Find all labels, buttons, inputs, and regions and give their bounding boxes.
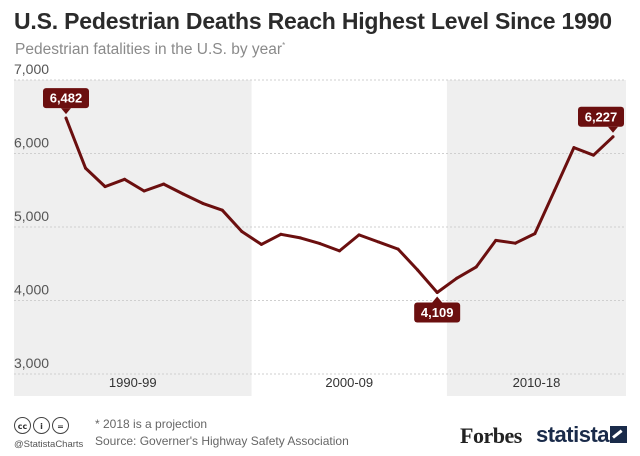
annotation-label-1990: 6,482 — [50, 91, 83, 106]
decade-label-2010-18: 2010-18 — [513, 375, 561, 390]
data-point-2007 — [397, 248, 400, 251]
annotation-label-2018: 6,227 — [585, 109, 618, 124]
data-point-1999 — [240, 230, 243, 233]
decade-band-2010-18 — [447, 80, 626, 396]
y-tick-label-4000: 4,000 — [14, 281, 49, 297]
data-point-2002 — [299, 236, 302, 239]
data-point-1995 — [162, 183, 165, 186]
data-point-1998 — [221, 209, 224, 212]
decade-label-2000-09: 2000-09 — [325, 375, 373, 390]
data-point-2013 — [514, 242, 517, 245]
projection-note: * 2018 is a projection — [95, 417, 207, 431]
decade-band-1990-99 — [14, 80, 252, 396]
annotation-pointer-2009 — [432, 296, 442, 302]
data-point-2018 — [612, 135, 615, 138]
data-point-1997 — [201, 202, 204, 205]
line-chart: 1990-99 2000-09 2010-18 3,000 4,000 5,000 6,00… — [0, 0, 640, 408]
creative-commons-icon[interactable]: cc — [14, 417, 31, 434]
data-point-2011 — [475, 265, 478, 268]
y-tick-label-7000: 7,000 — [14, 61, 49, 77]
forbes-logo[interactable]: Forbes — [460, 423, 522, 449]
data-point-1996 — [182, 192, 185, 195]
data-point-2001 — [279, 233, 282, 236]
data-point-1994 — [143, 190, 146, 193]
data-point-2014 — [533, 232, 536, 235]
data-point-2000 — [260, 243, 263, 246]
annotation-label-2009: 4,109 — [421, 305, 454, 320]
data-point-2017 — [592, 154, 595, 157]
y-tick-label-5000: 5,000 — [14, 208, 49, 224]
data-point-2009 — [436, 291, 439, 294]
statista-logo[interactable]: statista — [536, 422, 609, 448]
data-point-2010 — [455, 277, 458, 280]
no-derivatives-icon[interactable]: = — [52, 417, 69, 434]
data-point-2003 — [318, 242, 321, 245]
source-note: Source: Governer's Highway Safety Associ… — [95, 434, 349, 448]
data-point-1990 — [65, 117, 68, 120]
attribution-icon[interactable]: i — [33, 417, 50, 434]
data-point-2015 — [553, 189, 556, 192]
data-point-2005 — [358, 233, 361, 236]
data-point-2016 — [572, 146, 575, 149]
y-tick-label-3000: 3,000 — [14, 355, 49, 371]
data-point-2012 — [494, 239, 497, 242]
data-point-2008 — [416, 269, 419, 272]
data-point-2006 — [377, 241, 380, 244]
y-tick-label-6000: 6,000 — [14, 134, 49, 150]
statista-handle[interactable]: @StatistaCharts — [14, 439, 83, 450]
data-point-1991 — [84, 167, 87, 170]
footer: cc i = @StatistaCharts * 2018 is a proje… — [0, 408, 640, 456]
license-icons: cc i = — [14, 417, 69, 434]
statista-logo-icon — [610, 426, 627, 443]
data-point-1992 — [104, 185, 107, 188]
decade-label-1990-99: 1990-99 — [109, 375, 157, 390]
data-point-2004 — [338, 249, 341, 252]
data-point-1993 — [123, 178, 126, 181]
